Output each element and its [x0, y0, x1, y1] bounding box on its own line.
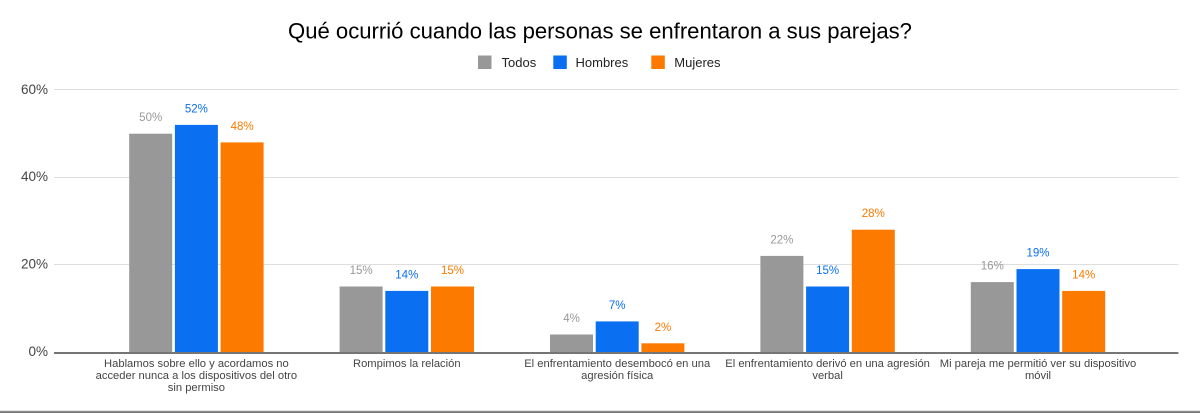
- svg-text:48%: 48%: [231, 121, 254, 133]
- svg-text:15%: 15%: [441, 265, 464, 277]
- svg-text:4%: 4%: [563, 313, 580, 325]
- svg-text:22%: 22%: [770, 234, 793, 246]
- svg-text:Rompimos la relación: Rompimos la relación: [353, 358, 461, 370]
- svg-text:2%: 2%: [655, 322, 672, 334]
- svg-text:acceder nunca a los dispositiv: acceder nunca a los dispositivos del otr…: [96, 370, 298, 382]
- svg-text:El enfrentamiento derivó en un: El enfrentamiento derivó en una agresión: [725, 358, 930, 370]
- svg-text:Todos: Todos: [502, 55, 537, 70]
- svg-text:40%: 40%: [21, 169, 48, 184]
- svg-text:20%: 20%: [21, 257, 48, 272]
- svg-text:verbal: verbal: [812, 370, 842, 382]
- svg-text:0%: 0%: [28, 344, 48, 359]
- svg-text:60%: 60%: [21, 82, 48, 97]
- svg-text:sin permiso: sin permiso: [168, 382, 225, 394]
- svg-text:Hablamos sobre ello y acordamo: Hablamos sobre ello y acordamos no: [104, 358, 289, 370]
- svg-text:50%: 50%: [139, 112, 162, 124]
- svg-text:19%: 19%: [1026, 248, 1049, 260]
- svg-text:14%: 14%: [1072, 269, 1095, 281]
- svg-text:Mi pareja me permitió ver su d: Mi pareja me permitió ver su dispositivo: [940, 358, 1136, 370]
- svg-text:agresión física: agresión física: [581, 370, 654, 382]
- svg-text:Qué ocurrió cuando las persona: Qué ocurrió cuando las personas se enfre…: [288, 19, 912, 44]
- svg-text:28%: 28%: [862, 208, 885, 220]
- svg-text:móvil: móvil: [1025, 370, 1051, 382]
- svg-text:52%: 52%: [185, 103, 208, 115]
- svg-text:16%: 16%: [981, 261, 1004, 273]
- svg-text:15%: 15%: [816, 265, 839, 277]
- svg-text:Hombres: Hombres: [576, 55, 629, 70]
- svg-text:7%: 7%: [609, 300, 626, 312]
- svg-text:Mujeres: Mujeres: [674, 55, 721, 70]
- svg-text:14%: 14%: [395, 269, 418, 281]
- svg-text:El enfrentamiento desembocó en: El enfrentamiento desembocó en una: [524, 358, 711, 370]
- svg-text:15%: 15%: [350, 265, 373, 277]
